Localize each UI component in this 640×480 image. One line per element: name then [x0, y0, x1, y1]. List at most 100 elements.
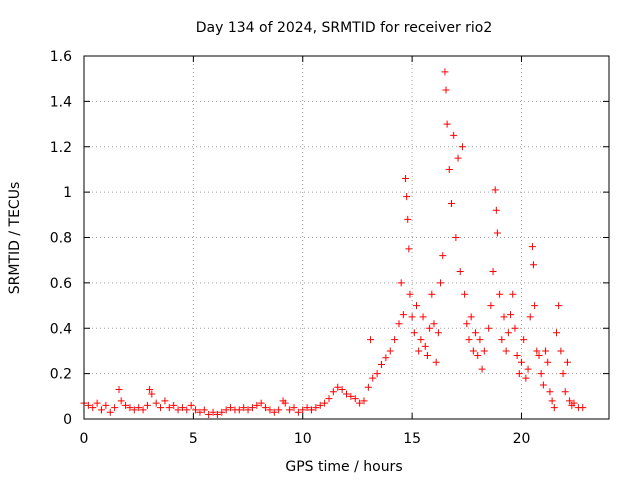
x-tick-label: 10 [294, 431, 312, 447]
plot-frame [83, 55, 610, 420]
data-point [548, 397, 556, 405]
data-point [294, 408, 302, 416]
data-point [493, 229, 501, 237]
data-point [157, 404, 165, 412]
data-point [139, 406, 147, 414]
data-point [369, 374, 377, 382]
data-point [417, 336, 425, 344]
data-point [403, 193, 411, 201]
data-point [535, 351, 543, 359]
data-point [469, 347, 477, 355]
data-point [275, 406, 283, 414]
data-point [531, 302, 539, 310]
data-point [178, 404, 186, 412]
data-point [502, 347, 510, 355]
data-point [448, 199, 455, 207]
data-point [373, 370, 381, 378]
data-point [504, 329, 512, 337]
y-tick-label: 1.6 [50, 49, 72, 65]
data-point [84, 401, 92, 409]
data-point [474, 351, 482, 359]
data-point [106, 408, 114, 416]
data-point [329, 388, 337, 396]
data-point [89, 404, 97, 412]
data-point [520, 336, 528, 344]
data-point [555, 302, 563, 310]
data-point [257, 399, 265, 407]
data-point [478, 365, 486, 373]
data-point [550, 404, 558, 412]
data-point [386, 347, 394, 355]
data-point [442, 86, 450, 94]
data-point [410, 329, 418, 337]
data-point [227, 404, 235, 412]
data-point [286, 406, 294, 414]
data-point [360, 397, 368, 405]
data-point [413, 302, 420, 310]
x-tick-label: 20 [513, 431, 531, 447]
data-point [415, 347, 423, 355]
data-point [439, 252, 447, 260]
data-point [98, 406, 105, 414]
grid [84, 56, 609, 419]
data-point [402, 175, 410, 183]
data-point [135, 404, 143, 412]
y-tick-label: 1.4 [50, 94, 72, 110]
data-point [465, 336, 473, 344]
data-point [343, 390, 350, 398]
data-point [253, 401, 261, 409]
chart-title: Day 134 of 2024, SRMTID for receiver rio… [196, 20, 493, 36]
data-point [579, 404, 587, 412]
data-point [183, 406, 191, 414]
data-point [515, 370, 523, 378]
data-point [367, 336, 375, 344]
data-point [192, 406, 200, 414]
data-point [174, 406, 182, 414]
data-point [463, 320, 471, 328]
data-point [507, 311, 515, 319]
axis-ticks: 0 5 10 15 20 0 0.2 0.4 0.6 0.8 1 1.2 1.4 1.6 [50, 49, 609, 447]
data-point [209, 408, 217, 416]
data-point [428, 290, 436, 298]
data-point [405, 245, 413, 253]
data-point [443, 120, 451, 128]
data-point [500, 313, 508, 321]
data-point [399, 311, 407, 319]
data-point [557, 347, 565, 355]
data-point [316, 401, 324, 409]
data-point [528, 243, 536, 251]
data-point [395, 320, 403, 328]
data-point [524, 365, 532, 373]
data-point [290, 404, 298, 412]
data-point [397, 279, 405, 287]
data-point [430, 320, 438, 328]
data-point [299, 406, 307, 414]
data-point [235, 406, 243, 414]
data-point [244, 406, 252, 414]
data-point [434, 329, 442, 337]
data-point [102, 401, 110, 409]
data-point [437, 279, 445, 287]
data-point [308, 406, 315, 414]
data-point [452, 234, 460, 241]
data-point [356, 399, 364, 407]
data-point [218, 408, 226, 416]
data-point [491, 186, 499, 194]
data-point [496, 290, 504, 298]
data-points [80, 68, 587, 418]
data-point [378, 361, 385, 369]
data-point [130, 406, 138, 414]
data-point [347, 392, 355, 400]
data-point [122, 401, 130, 409]
data-point [441, 68, 449, 76]
data-point [526, 313, 534, 321]
data-point [566, 397, 574, 405]
data-point [187, 401, 195, 409]
data-point [115, 386, 123, 394]
y-tick-label: 0.6 [50, 276, 72, 292]
x-tick-label: 5 [189, 431, 198, 447]
y-tick-label: 1.2 [50, 140, 72, 156]
data-point [419, 313, 427, 321]
data-point [426, 324, 434, 332]
